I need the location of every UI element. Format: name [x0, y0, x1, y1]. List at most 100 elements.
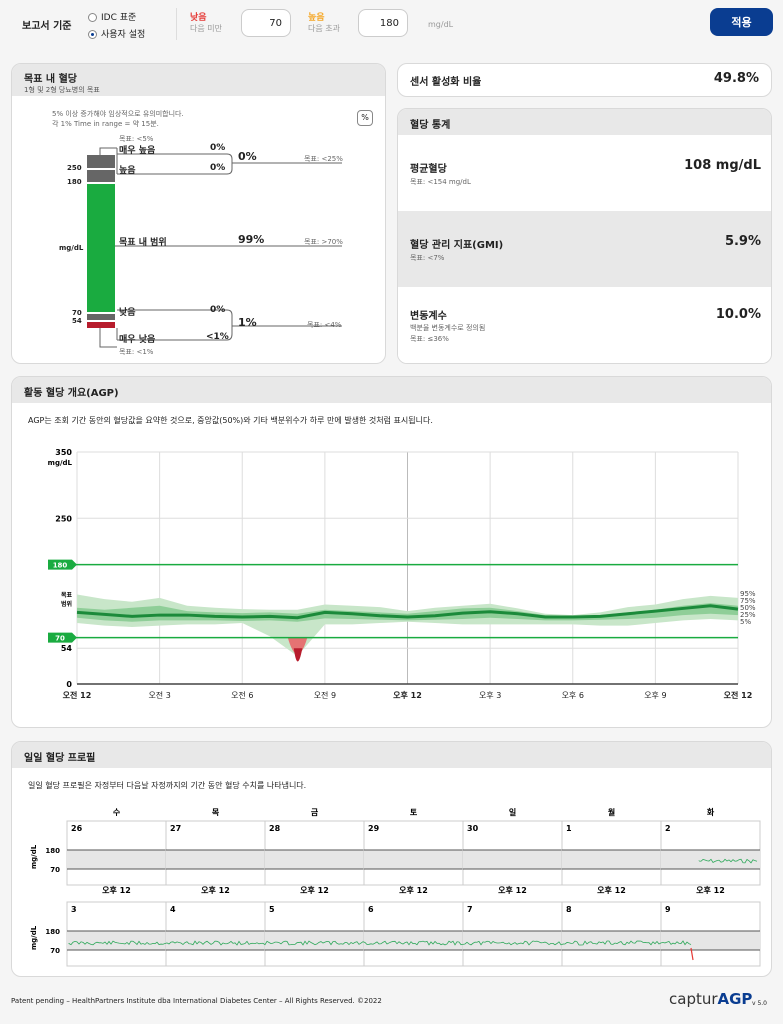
very-high-label: 매우 높음: [119, 146, 156, 156]
tir-bar-very-high: [87, 155, 115, 168]
agp-y-range-label: 범위: [61, 600, 72, 608]
tir-axis-70: 70: [72, 309, 82, 317]
daily-title: 일일 혈당 프로필: [12, 742, 771, 768]
agp-very-low-region: [293, 648, 303, 662]
radio-icon[interactable]: [88, 13, 97, 22]
day-number: 5: [269, 905, 275, 914]
agp-target-tag-label: 70: [55, 635, 65, 643]
stat-label: 혈당 관리 지표(GMI): [410, 240, 504, 251]
idc-standard-option[interactable]: IDC 표준: [88, 10, 136, 23]
radio-selected-icon[interactable]: [88, 30, 97, 39]
tir-bar-high: [87, 170, 115, 182]
daily-description: 일일 혈당 프로필은 자정부터 다음날 자정까지의 기간 동안 혈당 수치를 나…: [28, 781, 307, 790]
report-basis-label: 보고서 기준: [22, 21, 72, 32]
day-number: 28: [269, 824, 281, 833]
agp-x-tick-label: 오후 3: [479, 691, 501, 700]
day-number: 8: [566, 905, 572, 914]
low-threshold-input[interactable]: 70: [241, 9, 291, 37]
noon-label: 오후 12: [300, 885, 329, 895]
tir-connectors: [99, 147, 342, 348]
agp-chart: 오전 12 오전 3 오전 6 오전 9 오후 12 오후 3 오후 6 오후 9 오전 12 1…: [48, 448, 756, 700]
agp-x-tick-label: 오후 9: [644, 691, 666, 700]
day-number: 4: [170, 905, 176, 914]
footer-version: v 5.0: [752, 1000, 767, 1007]
high-threshold-input[interactable]: 180: [358, 9, 408, 37]
low-pct: 0%: [210, 305, 226, 315]
tir-title: 목표 내 혈당: [24, 74, 77, 85]
weekday-label: 화: [707, 807, 715, 817]
agp-x-tick-label: 오전 12: [724, 690, 753, 700]
high-threshold-title: 높음: [308, 13, 325, 23]
tir-bar-low: [87, 314, 115, 320]
apply-button[interactable]: 적용: [710, 8, 773, 36]
tir-header: 목표 내 혈당 1형 및 2형 당뇨병의 목표: [12, 64, 385, 96]
glucose-stats-card: 혈당 통계 평균혈당 목표: <154 mg/dL 108 mg/dL 혈당 관…: [397, 108, 772, 364]
day-target-band: [463, 931, 562, 950]
high-combined-pct: 0%: [238, 150, 257, 163]
weekday-label: 일: [509, 807, 516, 817]
agp-percentile-label: 50%: [740, 604, 756, 612]
high-label: 높음: [119, 166, 136, 176]
agp-x-tick-label: 오후 12: [393, 690, 422, 700]
low-glucose-trace: [690, 947, 694, 961]
agp-median-line: [76, 604, 739, 620]
stat-row-mean: 평균혈당 목표: <154 mg/dL 108 mg/dL: [398, 135, 771, 211]
weekday-label: 월: [608, 807, 615, 817]
agp-card: 활동 혈당 개요(AGP) AGP는 조회 기간 동안의 혈당값을 요약한 것으…: [11, 376, 772, 728]
footer-logo: capturAGP: [669, 990, 752, 1008]
stat-value: 10.0%: [715, 307, 761, 322]
glucose-trace: [698, 858, 758, 864]
tir-subtitle: 1형 및 2형 당뇨병의 목표: [24, 86, 100, 94]
agp-target-tag: [48, 632, 77, 643]
day-target-band: [166, 850, 265, 869]
day-target-band: [166, 931, 265, 950]
very-low-goal: 목표: <1%: [119, 348, 154, 356]
weekday-label: 토: [410, 808, 418, 817]
time-in-range-card: 목표 내 혈당 1형 및 2형 당뇨병의 목표 5% 이상 증가해야 임상적으로…: [11, 63, 386, 364]
divider: [176, 8, 177, 40]
noon-label: 오후 12: [201, 885, 230, 895]
agp-percentile-label: 25%: [740, 611, 756, 619]
in-range-label: 목표 내 범위: [119, 238, 167, 248]
stat-label: 평균혈당: [410, 164, 447, 175]
agp-description: AGP는 조회 기간 동안의 혈당값을 요약한 것으로, 중앙값(50%)와 기…: [28, 416, 433, 425]
day-target-band: [661, 931, 760, 950]
stat-sub: 목표: <7%: [410, 254, 445, 262]
tir-bar-very-low: [87, 322, 115, 328]
noon-label: 오후 12: [498, 885, 527, 895]
day-target-band: [364, 850, 463, 869]
low-combined-pct: 1%: [238, 316, 257, 329]
in-range-goal: 목표: >70%: [304, 238, 343, 246]
agp-x-tick-label: 오후 6: [562, 691, 584, 700]
tir-note-1: 5% 이상 증가해야 임상적으로 유의미합니다.: [52, 110, 184, 118]
agp-percentile-label: 95%: [740, 590, 756, 598]
in-range-pct: 99%: [238, 233, 265, 246]
agp-target-tag: [48, 559, 77, 570]
tir-bar-in-range: [87, 184, 115, 312]
day-target-band: [67, 931, 166, 950]
weekday-label: 수: [113, 808, 121, 817]
day-number: 26: [71, 824, 83, 833]
low-label: 낮음: [119, 308, 136, 318]
percent-toggle-icon[interactable]: %: [357, 110, 373, 126]
agp-low-region: [287, 637, 308, 655]
custom-option[interactable]: 사용자 설정: [88, 27, 145, 40]
stat-sub: 백분율 변동계수로 정의됨: [410, 324, 486, 332]
agp-x-tick-label: 오전 9: [314, 690, 336, 700]
glucose-trace: [68, 940, 692, 946]
day-target-band: [364, 931, 463, 950]
daily-profiles-card: 일일 혈당 프로필 일일 혈당 프로필은 자정부터 다음날 자정까지의 기간 동…: [11, 741, 772, 977]
agp-x-tick-label: 오전 6: [231, 690, 253, 700]
sensor-active-label: 센서 활성화 비율: [410, 77, 482, 88]
high-pct: 0%: [210, 163, 226, 173]
agp-percentile-label: 75%: [740, 597, 756, 605]
day-target-band: [67, 850, 166, 869]
logo-agp: AGP: [717, 990, 753, 1008]
sensor-active-card: 센서 활성화 비율 49.8%: [397, 63, 772, 97]
stat-label: 변동계수: [410, 311, 447, 322]
very-high-goal: 목표: <5%: [119, 135, 154, 143]
day-number: 2: [665, 824, 671, 833]
agp-y-tick-label: 250: [55, 514, 72, 523]
sensor-active-value: 49.8%: [713, 71, 759, 86]
high-threshold-sub: 다음 초과: [308, 24, 340, 33]
